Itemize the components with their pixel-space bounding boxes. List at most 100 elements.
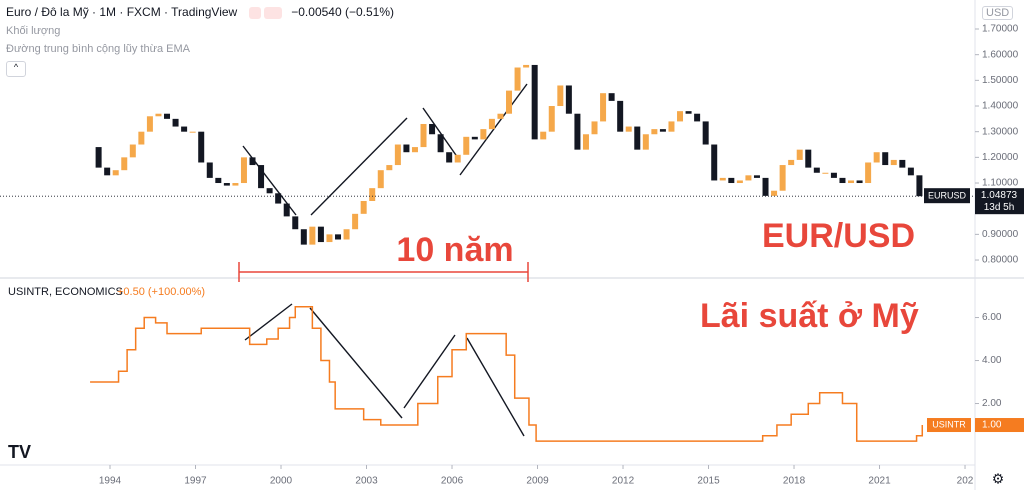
- candle: [317, 226, 324, 243]
- span-marker: [238, 262, 529, 282]
- candle: [531, 64, 538, 140]
- candle: [548, 106, 555, 132]
- indicator-icon[interactable]: [263, 6, 282, 19]
- candle: [138, 131, 145, 145]
- candle: [104, 167, 111, 176]
- y-tick-label: 1.50000: [982, 75, 1019, 86]
- candle: [146, 116, 153, 132]
- source: FXCM: [126, 5, 161, 19]
- candle: [326, 234, 333, 243]
- interval: 1M: [99, 5, 117, 19]
- candle: [300, 229, 307, 245]
- candle: [386, 165, 393, 171]
- candle: [309, 226, 316, 245]
- candle: [779, 165, 786, 191]
- candle: [446, 152, 453, 163]
- candle: [155, 113, 162, 117]
- currency-button[interactable]: USD: [982, 6, 1014, 20]
- candle: [420, 123, 427, 148]
- y-tick-label: 6.00: [982, 312, 1002, 323]
- candle: [112, 170, 119, 176]
- y-tick-label: 1.40000: [982, 101, 1019, 112]
- candle: [856, 180, 863, 184]
- candle: [916, 175, 923, 197]
- candle: [181, 126, 188, 132]
- indicator-icon[interactable]: [248, 6, 261, 19]
- candle: [608, 93, 615, 101]
- candle: [497, 113, 504, 119]
- candle: [591, 121, 598, 135]
- rate-line: [90, 306, 924, 442]
- symbol: Euro / Đô la Mỹ: [6, 5, 89, 19]
- candle: [822, 172, 829, 174]
- pane-title: USINTR, ECONOMICS: [8, 286, 123, 298]
- brand: TradingView: [171, 5, 238, 19]
- candle: [899, 159, 906, 168]
- candle: [719, 177, 726, 181]
- candle: [865, 162, 872, 184]
- countdown: 13d 5h: [984, 202, 1015, 213]
- candle: [600, 93, 607, 122]
- candle: [659, 129, 666, 132]
- candle: [796, 149, 803, 160]
- candle: [771, 190, 778, 196]
- symbol-tag: [924, 188, 970, 204]
- candle: [369, 188, 376, 201]
- candle: [360, 200, 367, 214]
- candle: [634, 126, 641, 150]
- candle: [625, 126, 632, 132]
- candle: [121, 157, 128, 171]
- x-tick-label: 202: [957, 476, 974, 487]
- candle: [651, 129, 658, 135]
- candle: [753, 175, 760, 178]
- x-tick-label: 2012: [612, 476, 635, 487]
- candle: [873, 152, 880, 163]
- candle: [266, 188, 273, 194]
- candle: [736, 180, 743, 184]
- change: −0.00540 (−0.51%): [291, 5, 394, 19]
- candle: [745, 175, 752, 181]
- candle: [685, 111, 692, 114]
- x-tick-label: 2021: [868, 476, 891, 487]
- candle: [523, 64, 530, 68]
- candle: [429, 123, 436, 135]
- candle: [258, 165, 265, 189]
- y-tick-label: 1.20000: [982, 152, 1019, 163]
- settings-icon[interactable]: ⚙: [992, 471, 1005, 487]
- x-tick-label: 1997: [184, 476, 207, 487]
- candle: [463, 136, 470, 155]
- candle: [95, 147, 102, 168]
- candle: [565, 85, 572, 114]
- candle: [668, 121, 675, 132]
- x-tick-label: 1994: [99, 476, 122, 487]
- candle: [352, 213, 359, 230]
- candle: [830, 172, 837, 178]
- symbol-tag: [927, 418, 971, 433]
- candle: [557, 85, 564, 107]
- candle: [762, 177, 769, 196]
- collapse-button[interactable]: ^: [6, 61, 26, 77]
- candle: [215, 177, 222, 184]
- candle: [283, 203, 290, 217]
- y-tick-label: 1.70000: [982, 24, 1019, 35]
- candle: [488, 118, 495, 130]
- candle: [907, 167, 914, 176]
- candle: [394, 144, 401, 166]
- candle: [813, 167, 820, 173]
- candle: [514, 67, 521, 91]
- candle: [574, 113, 581, 150]
- y-tick-label: 2.00: [982, 398, 1002, 409]
- candle: [839, 177, 846, 184]
- y-tick-label: 1.30000: [982, 126, 1019, 137]
- candle: [164, 113, 171, 119]
- candle: [223, 183, 230, 186]
- y-tick-label: 0.80000: [982, 255, 1019, 266]
- pane-change: +0.50 (+100.00%): [117, 286, 205, 298]
- y-tick-label: 4.00: [982, 355, 1002, 366]
- symbol-tag-text: EURUSD: [928, 191, 967, 201]
- candle: [890, 159, 897, 166]
- price-tag: [975, 188, 1024, 215]
- span-label: 10 năm: [396, 231, 513, 269]
- symbol-line: Euro / Đô la Mỹ · 1M · FXCM · TradingVie…: [6, 5, 394, 19]
